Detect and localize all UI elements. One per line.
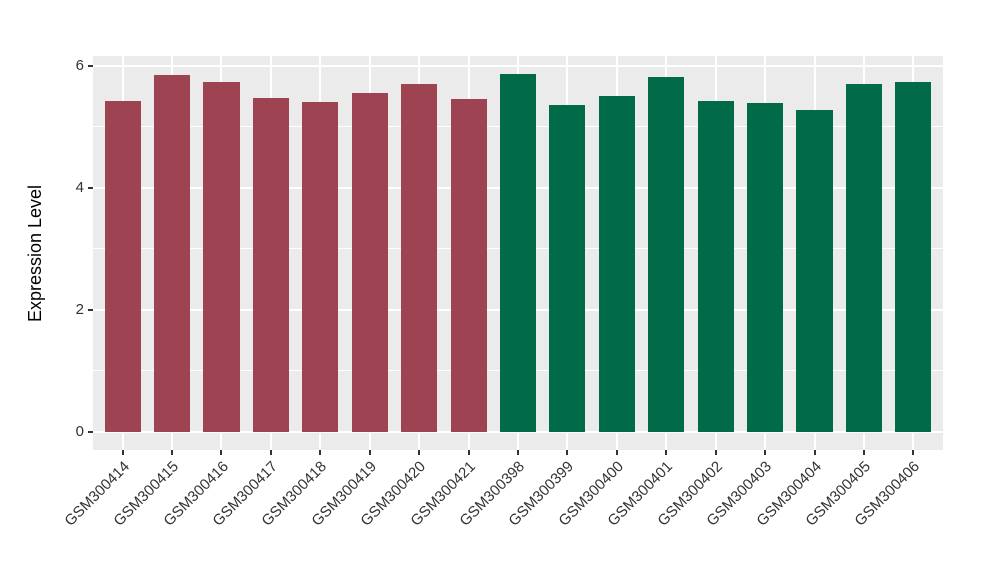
x-tick <box>714 450 717 455</box>
y-tick <box>88 430 93 433</box>
bar-GSM300414 <box>104 100 141 432</box>
bar-GSM300419 <box>351 92 388 432</box>
x-tick <box>220 450 223 455</box>
bar-GSM300399 <box>549 104 586 432</box>
y-tick-label: 0 <box>75 422 84 440</box>
y-tick-label: 6 <box>75 56 84 74</box>
x-tick <box>615 450 618 455</box>
bar-GSM300405 <box>845 84 882 432</box>
x-tick <box>665 450 668 455</box>
x-tick <box>764 450 767 455</box>
y-tick-label: 2 <box>75 300 84 318</box>
bar-GSM300417 <box>252 98 289 432</box>
x-tick <box>517 450 519 455</box>
x-tick <box>319 450 322 455</box>
x-tick <box>171 450 174 455</box>
x-tick <box>566 450 569 455</box>
bar-GSM300406 <box>895 82 932 432</box>
x-tick <box>912 450 915 455</box>
bar-GSM300415 <box>154 74 191 432</box>
y-tick <box>88 186 93 189</box>
x-tick <box>418 450 421 455</box>
y-axis-title-box: Expression Level <box>14 56 58 450</box>
y-tick <box>88 308 93 311</box>
bar-GSM300400 <box>598 96 635 432</box>
x-tick <box>368 450 371 455</box>
x-tick <box>467 450 470 455</box>
bar-GSM300401 <box>648 77 685 432</box>
bar-GSM300418 <box>302 102 339 432</box>
x-tick <box>121 450 124 455</box>
bar-GSM300398 <box>499 74 537 432</box>
x-tick <box>862 450 865 455</box>
plot-panel <box>93 56 943 450</box>
y-tick-label: 4 <box>75 178 84 196</box>
bar-GSM300402 <box>697 100 734 432</box>
bar-GSM300416 <box>203 81 240 432</box>
x-tick <box>269 450 272 455</box>
bar-GSM300404 <box>796 110 833 432</box>
bar-GSM300420 <box>401 84 438 432</box>
bar-GSM300421 <box>450 99 487 432</box>
y-tick <box>88 64 93 67</box>
x-tick <box>813 450 816 455</box>
bar-GSM300403 <box>747 102 784 432</box>
